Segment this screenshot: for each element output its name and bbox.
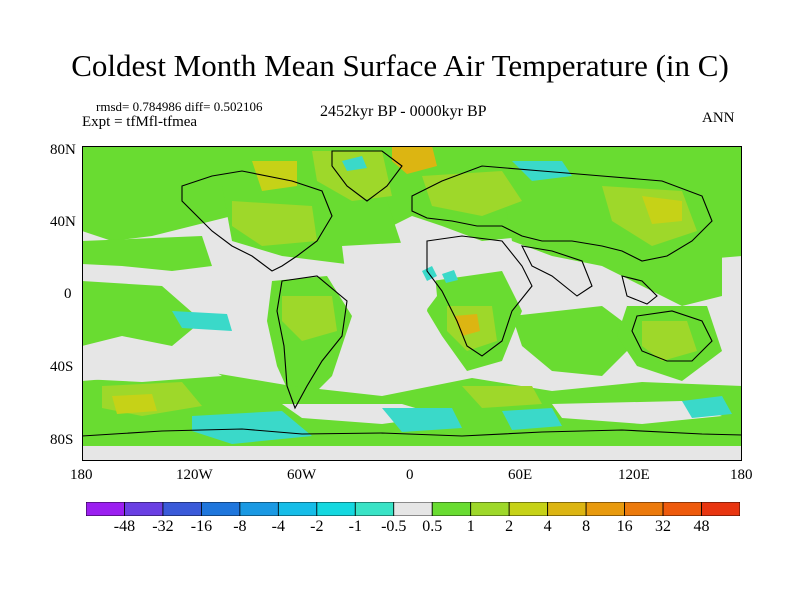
coast-europe-asia xyxy=(411,165,713,262)
colorbar-label: 1 xyxy=(466,518,475,535)
period-label: 2452kyr BP - 0000kyr BP xyxy=(320,103,487,120)
patch-australia xyxy=(642,321,697,361)
diff-value: diff= 0.502106 xyxy=(184,99,263,114)
experiment-label: Expt = tfMfl-tfmea xyxy=(82,114,198,130)
field-south-pacific xyxy=(82,281,202,346)
field-pacific-gray xyxy=(82,346,222,382)
colorbar-cell xyxy=(277,502,318,516)
colorbar-label: 16 xyxy=(616,518,633,535)
colorbar-label: 48 xyxy=(693,518,710,535)
colorbar-cell xyxy=(354,502,395,516)
coast-greenland xyxy=(331,150,403,202)
coast-north-america xyxy=(181,170,333,272)
colorbar-cell xyxy=(431,502,472,516)
x-tick-120e: 120E xyxy=(618,467,650,483)
patch-southern-ocean-east xyxy=(462,386,542,408)
colorbar-cell xyxy=(701,502,740,516)
field-pacific-north xyxy=(82,236,212,271)
field-indian-ocean xyxy=(512,306,642,376)
colorbar-label: 0.5 xyxy=(422,518,443,535)
coast-antarctica xyxy=(82,428,742,437)
coast-arabia-india xyxy=(521,245,593,297)
map-frame xyxy=(82,146,742,461)
colorbar-cell xyxy=(470,502,510,516)
patch-europe xyxy=(422,171,522,216)
colorbar-cell xyxy=(316,502,356,516)
colorbar-cell xyxy=(662,502,702,516)
x-tick-120w: 120W xyxy=(176,467,213,483)
field-central-atlantic-gray xyxy=(342,241,437,336)
colorbar-label: -0.5 xyxy=(381,518,407,535)
colorbar-cell xyxy=(585,502,625,516)
x-tick-180e: 180 xyxy=(730,467,753,483)
colorbar-label: 4 xyxy=(543,518,552,535)
colorbar-label: -8 xyxy=(233,518,247,535)
colorbar-cell xyxy=(239,502,279,516)
y-tick-80s: 80S xyxy=(50,432,74,448)
patch-cyan-south-4 xyxy=(682,396,732,418)
patch-cyan-south-2 xyxy=(382,408,462,432)
y-tick-0: 0 xyxy=(64,286,72,302)
season-label: ANN xyxy=(702,110,735,126)
y-tick-80n: 80N xyxy=(50,142,76,158)
colorbar-cell xyxy=(162,502,202,516)
coast-southeast-asia xyxy=(621,275,658,305)
patch-cyan-atlantic-2 xyxy=(442,270,458,283)
colorbar-label: -48 xyxy=(113,518,136,535)
y-tick-40s: 40S xyxy=(50,359,74,375)
colorbar-label: 32 xyxy=(655,518,672,535)
x-tick-180w: 180 xyxy=(70,467,93,483)
colorbar xyxy=(86,502,740,516)
temperature-anomaly-map xyxy=(82,146,742,461)
coastlines xyxy=(82,150,742,437)
patch-cyan-arctic-2 xyxy=(342,156,367,171)
coast-australia xyxy=(631,310,713,362)
coast-south-america xyxy=(276,275,348,410)
colorbar-label: -4 xyxy=(271,518,285,535)
colorbar-cell xyxy=(201,502,241,516)
colorbar-label: -2 xyxy=(310,518,324,535)
colorbar-cell xyxy=(547,502,587,516)
colorbar-cell xyxy=(393,502,433,516)
patch-canada-warm xyxy=(252,161,297,191)
colorbar-label: 8 xyxy=(582,518,591,535)
patch-siberia-warm xyxy=(642,196,682,224)
colorbar-cell xyxy=(86,502,125,516)
x-tick-60w: 60W xyxy=(287,467,317,483)
plot-title: Coldest Month Mean Surface Air Temperatu… xyxy=(71,48,729,83)
patch-cyan-south-3 xyxy=(502,408,562,430)
field-southern-inner-2 xyxy=(552,401,722,424)
patch-brazil xyxy=(282,296,337,341)
patch-southern-pacific-warm xyxy=(112,394,157,414)
colorbar-cell xyxy=(508,502,549,516)
y-tick-40n: 40N xyxy=(50,214,76,230)
coast-africa xyxy=(426,235,533,357)
patch-cyan-pacific xyxy=(172,311,232,331)
colorbar-label: 2 xyxy=(505,518,514,535)
colorbar-label: -1 xyxy=(348,518,362,535)
colorbar-cell xyxy=(624,502,664,516)
patch-north-america xyxy=(232,201,317,246)
colorbar-label: -32 xyxy=(152,518,174,535)
x-tick-0: 0 xyxy=(406,467,414,483)
x-tick-60e: 60E xyxy=(508,467,533,483)
patch-cyan-south-1 xyxy=(192,411,312,444)
colorbar-cell xyxy=(124,502,164,516)
colorbar-label: -16 xyxy=(190,518,213,535)
stats-text: rmsd= 0.784986 diff= 0.502106 xyxy=(96,99,262,115)
patch-scandinavia-warm xyxy=(392,146,437,174)
rmsd-value: rmsd= 0.784986 xyxy=(96,99,182,114)
